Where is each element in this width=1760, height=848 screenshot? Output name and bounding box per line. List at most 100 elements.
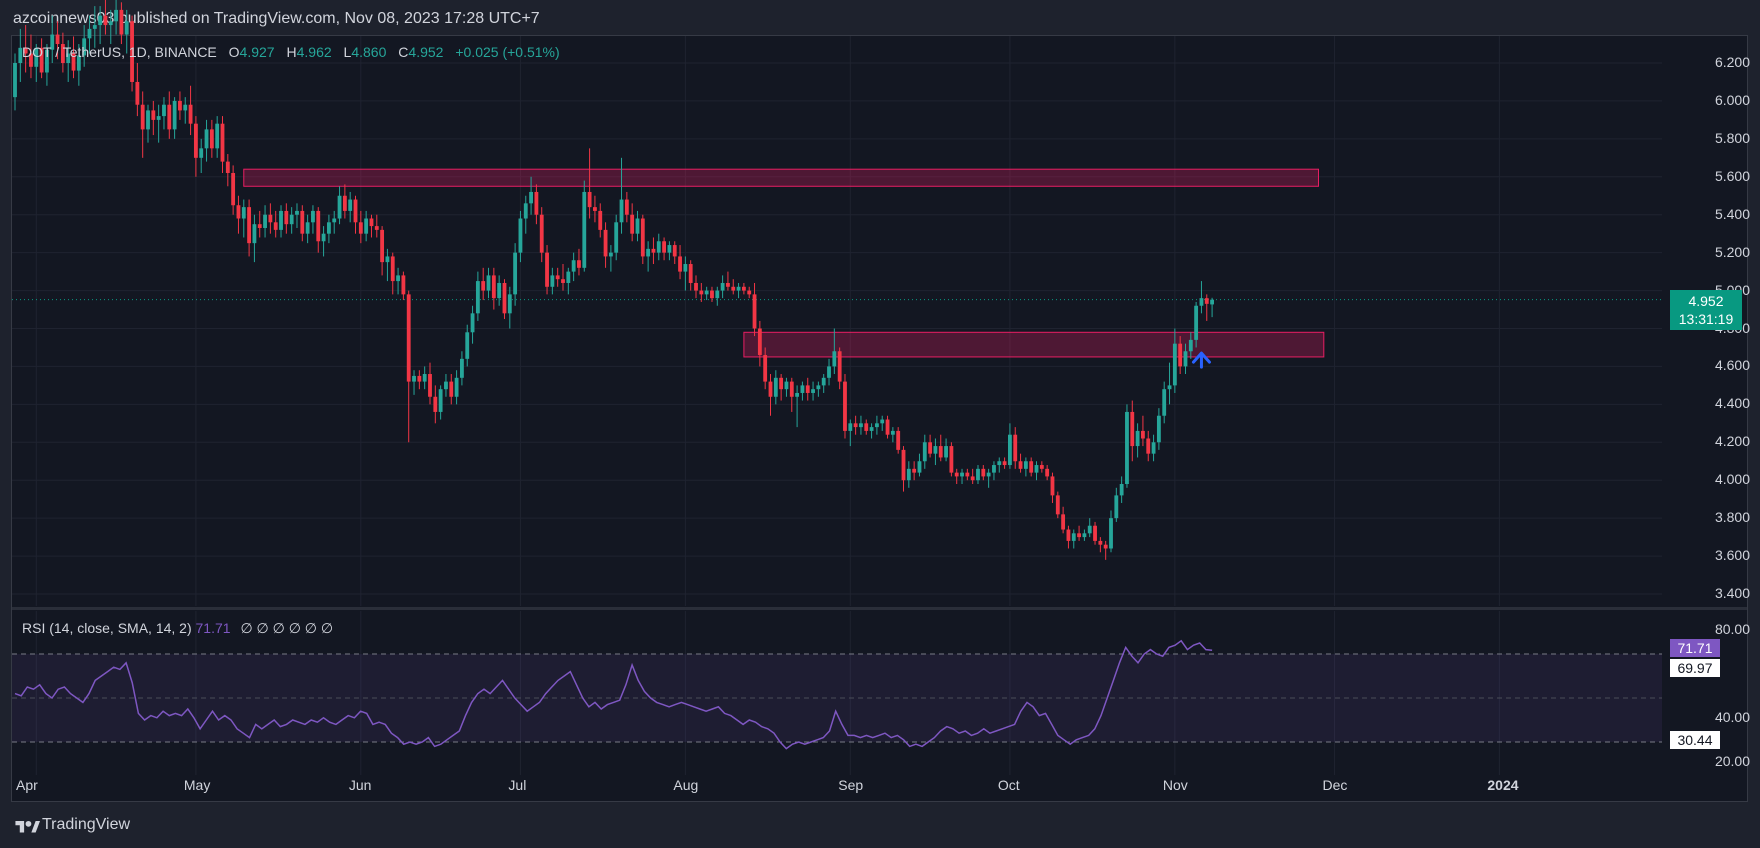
chart-frame[interactable] [11, 35, 1748, 802]
candle-body [970, 476, 975, 481]
candle-body [295, 210, 299, 215]
candle-body [1194, 305, 1199, 340]
candle-body [757, 328, 762, 356]
candle-body [364, 218, 369, 234]
candle-body [252, 224, 257, 244]
candle-body [417, 375, 422, 382]
candle-body [1199, 298, 1204, 306]
candle-body [800, 385, 805, 393]
candle-body [390, 256, 395, 282]
candle-body [859, 423, 863, 428]
price-tick-label: 5.400 [1714, 205, 1750, 222]
rsi-low-tag: 30.44 [1670, 731, 1720, 749]
candle-body [60, 44, 65, 63]
candle-body [598, 210, 603, 230]
candle-body [992, 465, 996, 473]
candle-body [257, 224, 262, 228]
candle-body [172, 100, 177, 130]
candle-body [1183, 351, 1188, 367]
price-tick-label: 3.800 [1714, 509, 1750, 526]
candle-body [869, 427, 874, 431]
candle-body [1125, 411, 1129, 485]
candle-body [651, 248, 656, 253]
publisher-line: azcoinnews03 published on TradingView.co… [13, 10, 540, 27]
candle-body [534, 191, 539, 215]
candle-body [640, 218, 645, 257]
tradingview-brand[interactable]: TradingView [42, 816, 131, 833]
candle-body [151, 110, 156, 120]
candle-body [890, 430, 895, 435]
legend-open-value: 4.927 [239, 44, 275, 60]
candle-body [976, 468, 980, 481]
candle-body [821, 377, 826, 386]
rsi-ma-tag: 69.97 [1670, 659, 1720, 677]
candle-body [1188, 339, 1193, 352]
candle-body [795, 392, 800, 397]
candle-body [353, 199, 358, 223]
candle-body [550, 275, 555, 287]
candle-body [1151, 442, 1156, 454]
candle-body [811, 389, 815, 393]
candle-body [497, 282, 502, 299]
candle-body [374, 226, 379, 230]
candle-body [401, 275, 406, 295]
time-tick-label: Jun [348, 777, 372, 793]
candle-body [369, 218, 374, 227]
candle-body [247, 207, 252, 244]
time-tick-label: Apr [16, 777, 38, 793]
candle-body [624, 199, 629, 215]
candle-body [1114, 495, 1119, 519]
candle-body [949, 446, 954, 473]
candle-body [433, 396, 438, 412]
time-tick-label: Aug [673, 777, 699, 793]
candle-body [114, 9, 119, 22]
symbol-legend[interactable]: DOT / TetherUS, 1D, BINANCE O4.927 H4.96… [22, 44, 560, 60]
candle-body [55, 34, 60, 45]
candle-body [518, 218, 523, 253]
time-tick-label: Oct [997, 777, 1020, 793]
candle-body [997, 461, 1002, 466]
candle-body [1071, 533, 1076, 541]
candle-body [1066, 529, 1071, 541]
candle-body [784, 381, 789, 390]
candle-body [465, 332, 470, 359]
candle-body [18, 47, 23, 63]
candle-body [768, 381, 773, 397]
legend-high-value: 4.962 [296, 44, 332, 60]
candle-body [944, 446, 948, 458]
price-tick-label: 3.600 [1714, 547, 1750, 564]
legend-symbol: DOT / TetherUS, 1D, BINANCE [22, 44, 217, 60]
candle-body [779, 377, 784, 390]
candle-body [1141, 430, 1145, 439]
rsi-legend[interactable]: RSI (14, close, SMA, 14, 2) 71.71 ∅ ∅ ∅ … [22, 620, 333, 637]
price-tick-label: 5.600 [1714, 167, 1750, 184]
up-arrow-icon [1191, 351, 1211, 369]
last-price-tag: 4.952 13:31:19 [1670, 290, 1742, 330]
candle-body [843, 381, 847, 431]
candle-body [342, 195, 347, 211]
candle-body [225, 161, 230, 173]
candle-body [683, 264, 688, 272]
legend-high-label: H [286, 44, 297, 60]
candle-body [752, 294, 757, 329]
pane-separator[interactable] [12, 607, 1747, 610]
candle-body [529, 191, 533, 204]
candle-body [98, 15, 103, 26]
footer-bar [0, 805, 1760, 848]
candle-body [491, 275, 496, 299]
candle-body [140, 104, 145, 130]
candle-body [678, 256, 682, 272]
price-tick-label: 5.200 [1714, 243, 1750, 260]
price-tick-label: 6.000 [1714, 91, 1750, 108]
candle-body [454, 377, 459, 397]
tradingview-logo-icon[interactable] [14, 818, 40, 834]
price-tick-label: 4.400 [1714, 395, 1750, 412]
candle-body [188, 104, 193, 124]
candle-body [513, 252, 518, 295]
candle-body [1172, 343, 1177, 386]
candle-body [45, 49, 49, 73]
legend-change: +0.025 (+0.51%) [455, 44, 560, 60]
candle-body [321, 233, 326, 242]
candle-body [183, 104, 188, 111]
